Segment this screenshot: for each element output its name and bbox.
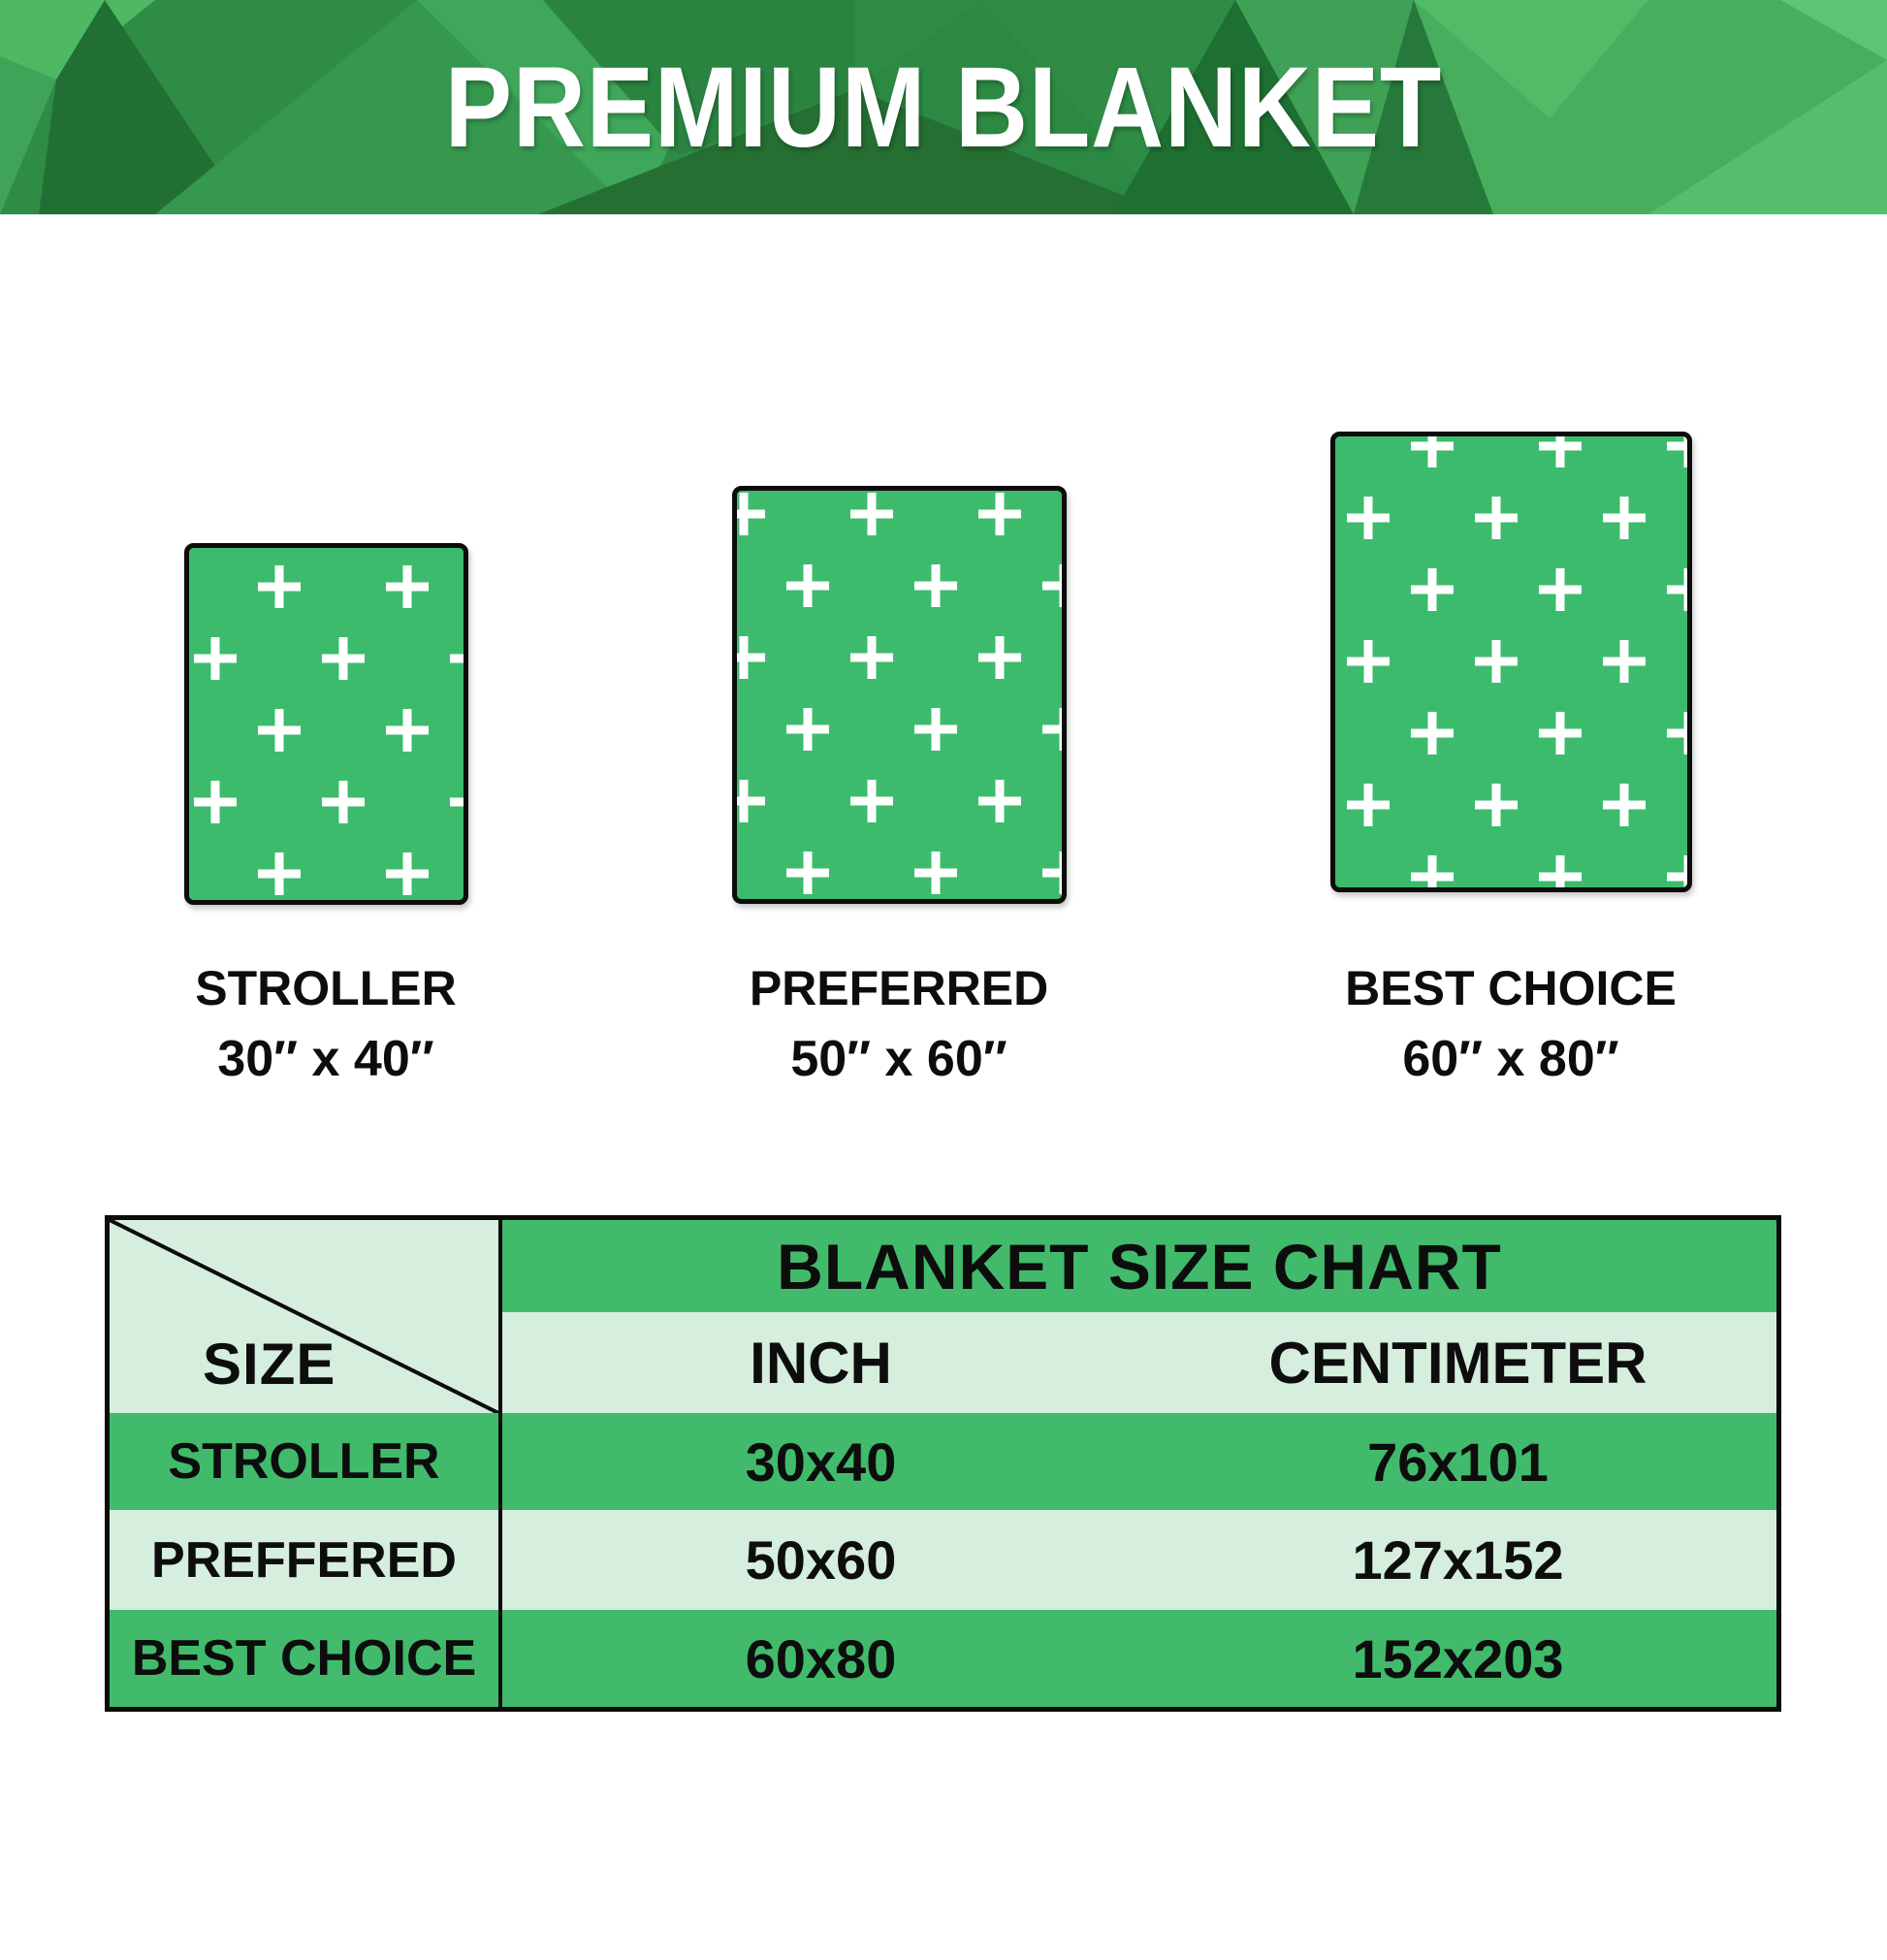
size-chart-table: SIZE BLANKET SIZE CHART INCH CENTIMETER … bbox=[105, 1215, 1781, 1712]
value-best-choice-inch: 60x80 bbox=[502, 1610, 1139, 1707]
value-preffered-inch: 50x60 bbox=[502, 1510, 1139, 1610]
page-title: PREMIUM BLANKET bbox=[444, 43, 1443, 172]
blanket-size-best-choice: 60″ x 80″ bbox=[1402, 1031, 1619, 1087]
blanket-preview-preferred bbox=[732, 486, 1067, 904]
value-stroller-cm: 76x101 bbox=[1139, 1413, 1776, 1510]
value-best-choice-cm: 152x203 bbox=[1139, 1610, 1776, 1707]
size-column-label: SIZE bbox=[203, 1332, 336, 1397]
column-header-centimeter: CENTIMETER bbox=[1139, 1312, 1776, 1413]
size-chart-title: BLANKET SIZE CHART bbox=[502, 1220, 1776, 1312]
blanket-size-stroller: 30″ x 40″ bbox=[217, 1031, 434, 1087]
blanket-size-preferred: 50″ x 60″ bbox=[790, 1031, 1007, 1087]
row-label-best-choice: BEST CHOICE bbox=[110, 1610, 502, 1707]
row-label-preffered: PREFFERED bbox=[110, 1510, 502, 1610]
blanket-preview-stroller bbox=[184, 543, 468, 905]
corner-diagonal-line bbox=[110, 1220, 498, 1413]
value-preffered-cm: 127x152 bbox=[1139, 1510, 1776, 1610]
value-stroller-inch: 30x40 bbox=[502, 1413, 1139, 1510]
blanket-name-stroller: STROLLER bbox=[195, 961, 457, 1015]
blanket-preview-best-choice bbox=[1330, 432, 1692, 892]
column-header-inch: INCH bbox=[502, 1312, 1139, 1413]
blanket-name-best-choice: BEST CHOICE bbox=[1345, 961, 1677, 1015]
blanket-name-preferred: PREFERRED bbox=[749, 961, 1049, 1015]
banner-background bbox=[0, 0, 1887, 214]
row-label-stroller: STROLLER bbox=[110, 1413, 502, 1510]
size-chart-corner-cell: SIZE bbox=[110, 1220, 502, 1413]
